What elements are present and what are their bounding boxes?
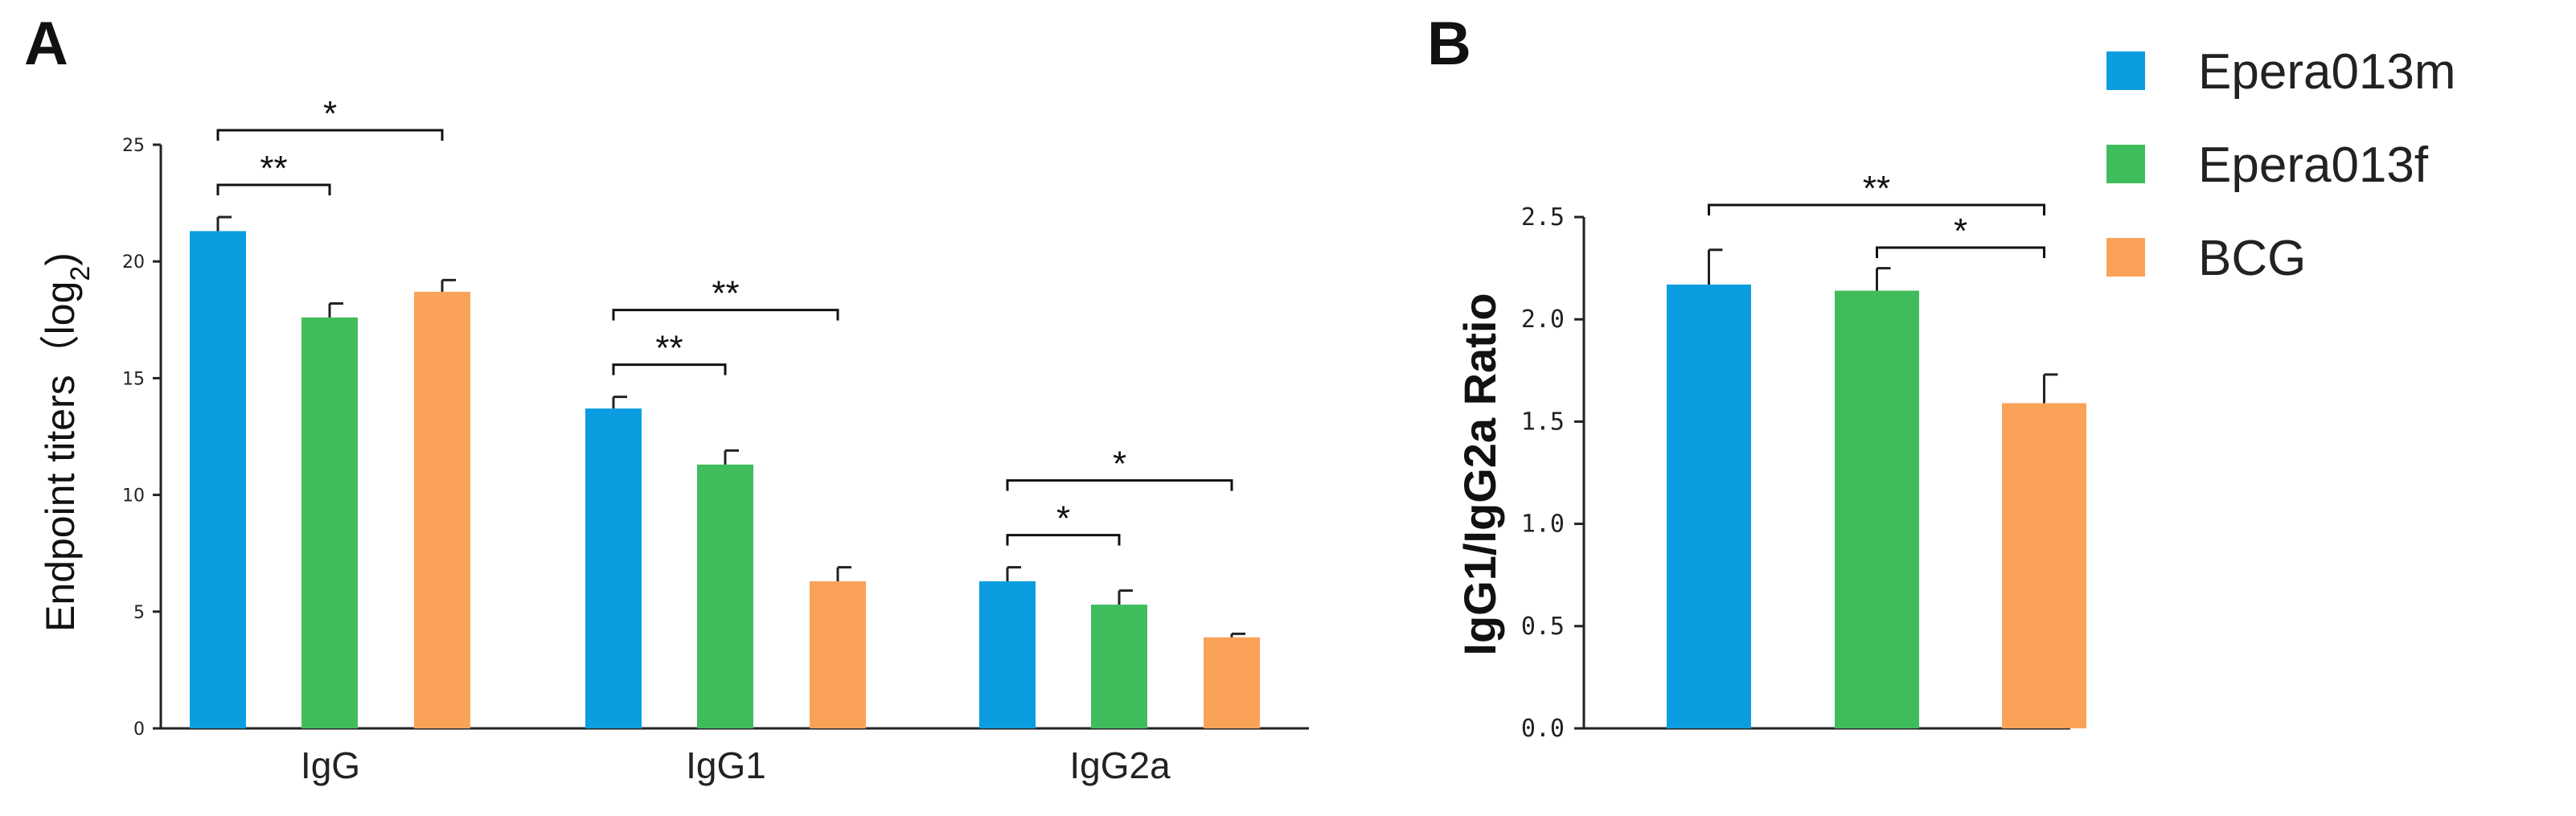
legend: Epera013m Epera013f BCG	[2106, 44, 2456, 286]
panel-a-x-tick-label: IgG2a	[1069, 744, 1171, 786]
panel-b-y-tick-label: 0.0	[1521, 715, 1565, 743]
panel-b-y-axis-label: IgG1/IgG2a Ratio	[1454, 293, 1505, 655]
panel-b-sig-1-bracket	[1876, 246, 2045, 258]
legend-label-epera013m: Epera013m	[2198, 44, 2456, 100]
panel-a-sig-igg-1-bracket	[216, 129, 444, 141]
panel-a-letter: A	[24, 10, 68, 78]
panel-a-y-tick-label: 0	[133, 720, 145, 740]
panel-b-y-tick-label: 2.5	[1521, 203, 1565, 232]
panel-a-bar-igg1-2	[810, 581, 866, 728]
panel-a-y-tick-label: 15	[122, 369, 145, 389]
panel-a-bar-igg-1	[301, 317, 358, 728]
panel-a-bar-igg2a-2	[1204, 637, 1260, 728]
panel-b-bar-epera013f	[1835, 290, 1919, 729]
legend-swatch-epera013f	[2106, 145, 2145, 183]
panel-b-sig-0-label: **	[1863, 169, 1890, 208]
panel-b-bar-bcg	[2002, 403, 2086, 728]
panel-a-sig-igg1-0-label: **	[655, 329, 683, 368]
panel-a-y-tick-label: 10	[122, 486, 145, 506]
panel-a-sig-igg1-1-bracket	[612, 309, 839, 321]
panel-b-chart: 0.00.51.01.52.02.5***IgG1/IgG2a Ratio	[1454, 169, 2086, 743]
panel-a-bar-igg-0	[190, 231, 246, 728]
panel-a-sig-igg2a-0-label: *	[1056, 499, 1070, 539]
panel-b-letter: B	[1427, 10, 1471, 78]
legend-label-epera013f: Epera013f	[2198, 137, 2429, 193]
panel-a-sig-igg1-0-bracket	[612, 363, 727, 375]
legend-swatch-bcg	[2106, 238, 2145, 277]
panel-a-sig-igg-0-bracket	[216, 183, 331, 196]
panel-a-sig-igg2a-1-bracket	[1006, 479, 1233, 491]
panel-a-bar-igg1-1	[697, 464, 753, 728]
panel-a-sig-igg-0-label: **	[260, 149, 287, 188]
panel-a-bar-igg-2	[414, 291, 470, 728]
panel-a-y-tick-label: 20	[122, 252, 145, 273]
panel-a-y-tick-label: 25	[122, 136, 145, 156]
panel-a-sig-igg2a-1-label: *	[1113, 445, 1126, 484]
legend-swatch-epera013m	[2106, 51, 2145, 90]
panel-a-x-tick-label: IgG1	[686, 744, 766, 786]
panel-a-bar-igg1-0	[585, 408, 642, 728]
legend-label-bcg: BCG	[2198, 231, 2306, 286]
panel-a-y-axis-label: Endpoint titers（log2)	[38, 252, 96, 632]
panel-a-bar-igg2a-1	[1091, 605, 1147, 728]
panel-a-x-tick-label: IgG	[301, 744, 360, 786]
panel-b-y-tick-label: 0.5	[1521, 613, 1565, 641]
panel-a-sig-igg1-1-label: **	[712, 274, 739, 314]
panel-b-bar-epera013m	[1667, 284, 1751, 728]
panel-b-sig-1-label: *	[1954, 211, 1967, 251]
panel-a-y-tick-label: 5	[133, 603, 145, 623]
panel-a-sig-igg2a-0-bracket	[1006, 534, 1121, 546]
panel-b-y-tick-label: 1.5	[1521, 408, 1565, 436]
panel-b-y-tick-label: 2.0	[1521, 305, 1565, 334]
panel-a-sig-igg-1-label: *	[323, 94, 337, 133]
panel-b-sig-0-bracket	[1708, 203, 2045, 215]
panel-a-bar-igg2a-0	[979, 581, 1036, 728]
panel-a-chart: 0510152025IgG***IgG1****IgG2a**Endpoint …	[38, 94, 1309, 786]
panel-b-y-tick-label: 1.0	[1521, 511, 1565, 539]
